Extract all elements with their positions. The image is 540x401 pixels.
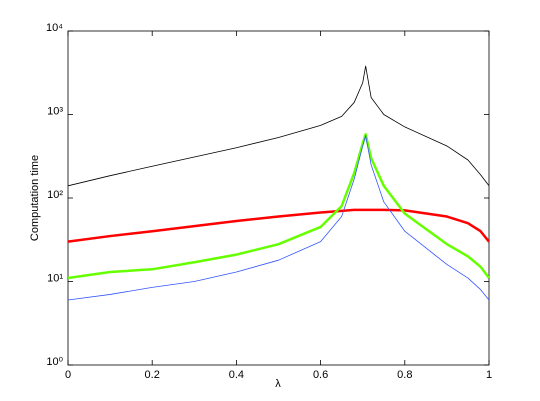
x-tick-label: 0.2 <box>145 369 160 381</box>
y-tick-label: 10³ <box>47 105 63 117</box>
plot-frame <box>67 30 490 366</box>
x-tick-label: 0 <box>65 369 71 381</box>
x-tick-label: 0.8 <box>397 369 412 381</box>
x-tick-label: 0.4 <box>229 369 244 381</box>
y-tick-label: 10⁴ <box>46 22 63 34</box>
x-axis-label: λ <box>275 378 281 390</box>
series-line <box>67 135 490 301</box>
y-tick-label: 10⁰ <box>46 356 63 368</box>
x-tick-label: 1 <box>486 369 492 381</box>
series-line <box>67 208 490 243</box>
x-tick-label: 0.6 <box>313 369 328 381</box>
y-axis-label: Computation time <box>29 155 41 241</box>
series-line <box>67 65 490 187</box>
y-tick-label: 10² <box>47 189 63 201</box>
series-line <box>67 133 491 280</box>
y-tick-label: 10¹ <box>47 272 63 284</box>
